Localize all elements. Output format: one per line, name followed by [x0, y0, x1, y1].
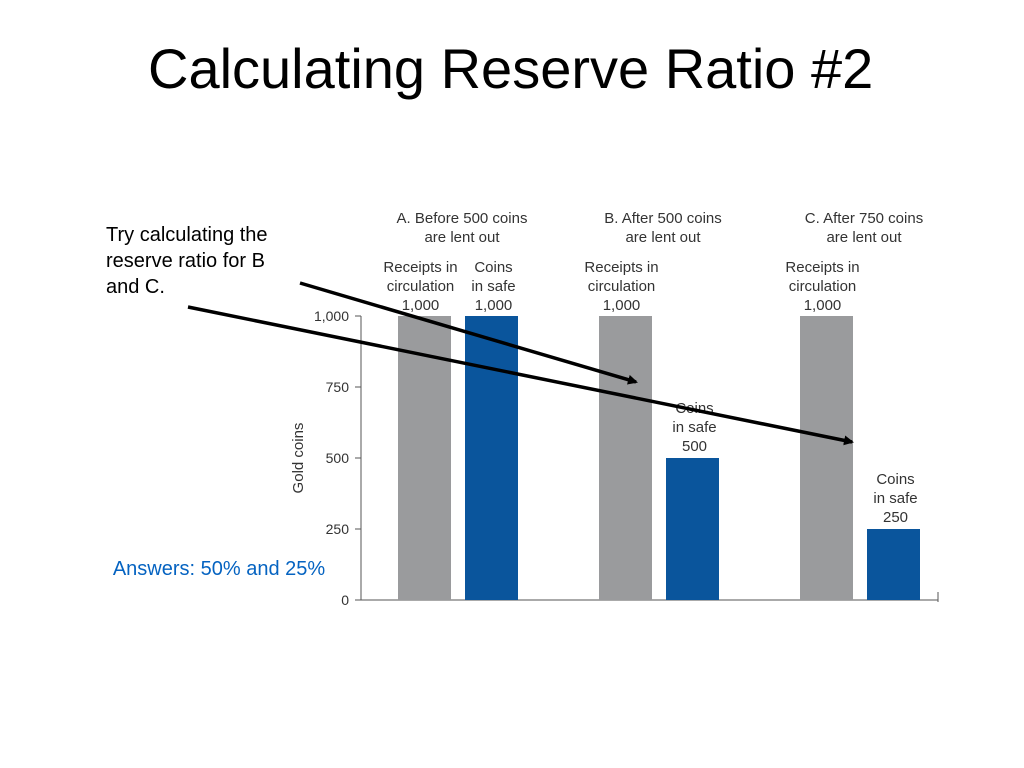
y-tick-label: 750	[326, 379, 350, 395]
bar-label: circulation	[387, 278, 455, 295]
bar-label: circulation	[588, 278, 656, 295]
bar-label: Coins	[876, 471, 914, 488]
bar-label: Coins	[474, 259, 512, 276]
coins-in-safe-bar	[666, 458, 719, 600]
chart-bars	[398, 316, 920, 600]
receipts-bar	[398, 316, 451, 600]
group-title: C. After 750 coins	[805, 210, 923, 227]
bar-label: 1,000	[475, 297, 513, 314]
group-title: A. Before 500 coins	[397, 210, 528, 227]
bar-label: in safe	[873, 490, 917, 507]
y-tick-label: 500	[326, 450, 350, 466]
bar-label: Receipts in	[785, 259, 859, 276]
y-tick-label: 1,000	[314, 308, 349, 324]
group-title: are lent out	[424, 229, 500, 246]
group-title: are lent out	[826, 229, 902, 246]
bar-label: 1,000	[402, 297, 440, 314]
bar-label: Receipts in	[584, 259, 658, 276]
y-tick-label: 250	[326, 521, 350, 537]
bar-label: Coins	[675, 400, 713, 417]
bar-label: 1,000	[603, 297, 641, 314]
receipts-bar	[800, 316, 853, 600]
slide-title: Calculating Reserve Ratio #2	[148, 37, 874, 100]
group-title: are lent out	[625, 229, 701, 246]
receipts-bar	[599, 316, 652, 600]
bar-label: circulation	[789, 278, 857, 295]
coins-in-safe-bar	[465, 316, 518, 600]
y-axis-label: Gold coins	[290, 423, 307, 494]
answer-text: Answers: 50% and 25%	[112, 558, 326, 580]
bar-label: 1,000	[804, 297, 842, 314]
coins-in-safe-bar	[867, 529, 920, 600]
bar-label: in safe	[471, 278, 515, 295]
bar-label: 250	[883, 509, 908, 526]
chart-labels: 0 250 500 750 1,000 Gold coins A. Before 500 c…	[290, 210, 923, 608]
y-tick-label: 0	[341, 592, 349, 608]
bar-label: in safe	[672, 419, 716, 436]
group-title: B. After 500 coins	[604, 210, 722, 227]
instruction-text: Try calculating the reserve ratio for B …	[106, 224, 268, 298]
bar-label: Receipts in	[383, 259, 457, 276]
bar-label: 500	[682, 438, 707, 455]
